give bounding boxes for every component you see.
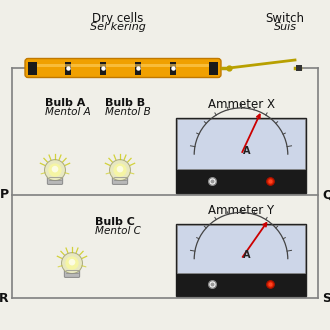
FancyBboxPatch shape — [25, 58, 221, 78]
Text: Bulb A: Bulb A — [45, 98, 85, 108]
Text: Mentol C: Mentol C — [95, 226, 141, 236]
Circle shape — [62, 253, 82, 274]
Bar — [176, 273, 306, 296]
Circle shape — [113, 163, 127, 177]
Circle shape — [65, 256, 79, 270]
Bar — [176, 224, 306, 296]
Circle shape — [49, 163, 62, 177]
Circle shape — [117, 166, 123, 173]
Bar — [176, 118, 306, 193]
Text: P: P — [0, 188, 9, 202]
Text: Q: Q — [322, 188, 330, 202]
FancyBboxPatch shape — [47, 173, 63, 184]
Text: S: S — [322, 291, 330, 305]
Bar — [177, 225, 305, 273]
Text: Bulb C: Bulb C — [95, 217, 135, 227]
Text: A: A — [243, 146, 251, 156]
Bar — [37, 64, 209, 67]
Bar — [28, 61, 37, 75]
Text: Dry cells: Dry cells — [92, 12, 144, 25]
Text: Mentol A: Mentol A — [45, 107, 91, 117]
Bar — [209, 61, 218, 75]
Bar — [177, 119, 305, 169]
Bar — [176, 169, 306, 193]
Bar — [135, 61, 141, 75]
Bar — [65, 61, 71, 75]
Text: Mentol B: Mentol B — [105, 107, 151, 117]
Text: Switch: Switch — [266, 12, 305, 25]
Circle shape — [52, 166, 58, 173]
Bar — [170, 61, 176, 75]
Bar — [296, 65, 302, 71]
Text: Sel kering: Sel kering — [90, 22, 146, 32]
Text: Ammeter Y: Ammeter Y — [208, 204, 274, 217]
Text: R: R — [0, 291, 9, 305]
Text: A: A — [243, 250, 251, 260]
Circle shape — [45, 160, 65, 181]
Bar — [100, 61, 106, 75]
Circle shape — [69, 259, 75, 265]
FancyBboxPatch shape — [64, 266, 80, 278]
Text: Ammeter X: Ammeter X — [208, 98, 275, 111]
Text: Bulb B: Bulb B — [105, 98, 145, 108]
FancyBboxPatch shape — [112, 173, 128, 184]
Circle shape — [110, 160, 130, 181]
Text: Suis: Suis — [274, 22, 296, 32]
